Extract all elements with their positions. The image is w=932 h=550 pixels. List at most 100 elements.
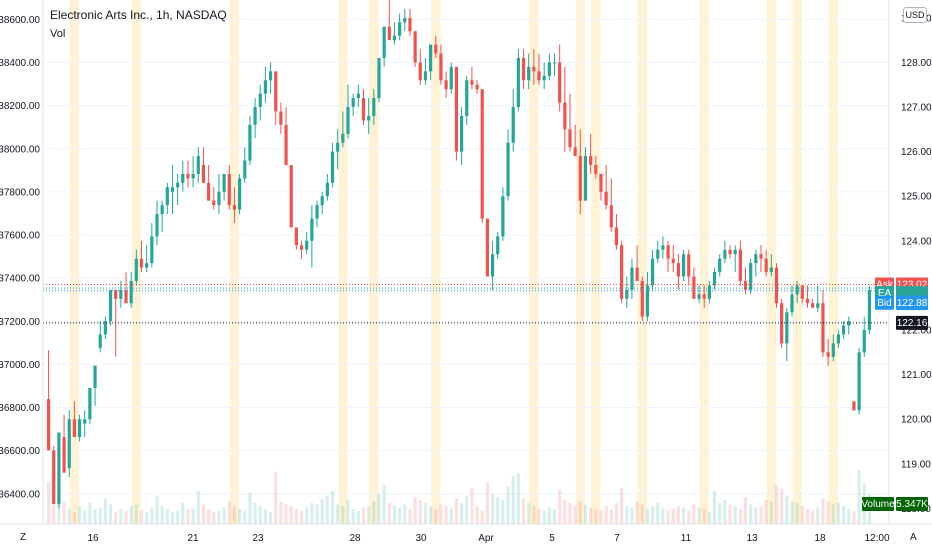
candle-body <box>67 419 71 469</box>
volume-bar <box>372 501 376 524</box>
volume-bar <box>470 488 474 524</box>
candle-body <box>398 22 402 36</box>
candle-body <box>263 80 268 94</box>
left-tick-label: 36400.00 <box>0 489 40 500</box>
candle-body <box>826 352 830 357</box>
volume-bar <box>367 506 371 524</box>
volume-bar <box>145 512 149 524</box>
candle-body <box>521 57 526 81</box>
candle-body <box>258 93 262 108</box>
volume-bar <box>527 503 531 524</box>
session-band <box>229 0 240 524</box>
candle-body <box>811 303 815 308</box>
volume-bar <box>67 509 71 524</box>
volume-bar <box>93 509 97 524</box>
right-price-axis: 129.00128.00127.00126.00125.00124.00122.… <box>901 13 932 515</box>
volume-bar <box>661 507 665 524</box>
candle-body <box>594 165 598 174</box>
session-band <box>591 0 601 524</box>
candle-body <box>449 66 453 90</box>
candle-body <box>52 450 56 504</box>
volume-bar <box>392 506 397 524</box>
candle-body <box>279 111 283 125</box>
volume-bar <box>769 501 773 524</box>
ask-value: 123.02 <box>897 280 928 291</box>
volume-bar <box>325 495 329 524</box>
volume-bar <box>811 510 815 524</box>
volume-bar <box>263 509 268 524</box>
candle-body <box>356 93 360 99</box>
volume-bar <box>578 501 582 524</box>
right-tick-label: 125.00 <box>901 192 932 203</box>
candle-body <box>83 419 87 424</box>
candle-body <box>738 249 742 281</box>
candle-body <box>77 419 82 438</box>
right-tick-label: 122.00 <box>901 326 932 337</box>
volume-bar <box>609 509 613 524</box>
candle-body <box>289 165 293 228</box>
candle-body <box>537 71 541 81</box>
candle-body <box>501 196 505 237</box>
candle-body <box>57 432 61 504</box>
volume-bar <box>676 506 681 524</box>
time-tick-label: 28 <box>349 533 361 544</box>
volume-bar <box>258 506 262 524</box>
candle-body <box>805 298 810 304</box>
volume-bar <box>320 498 324 524</box>
volume-bar <box>227 501 231 524</box>
candle-body <box>320 196 324 206</box>
candle-body <box>212 200 216 206</box>
volume-bar <box>620 488 624 524</box>
volume-bar <box>568 503 572 524</box>
time-tick-label: 30 <box>415 533 427 544</box>
candle-body <box>795 285 799 295</box>
candle-body <box>697 294 701 299</box>
candle-body <box>315 205 319 219</box>
volume-bar <box>408 509 412 524</box>
volume-bar <box>707 512 711 524</box>
volume-bar <box>77 506 82 524</box>
candle-body <box>330 151 335 183</box>
ask-label: Ask <box>876 280 894 291</box>
candle-body <box>769 267 773 273</box>
volume-indicator-label[interactable]: Vol <box>50 28 66 40</box>
candle-body <box>749 263 753 290</box>
volume-bar <box>119 509 123 524</box>
volume-bar <box>170 512 175 524</box>
time-tick-label: 16 <box>87 533 99 544</box>
volume-bar <box>165 509 169 524</box>
last-label: EA <box>878 288 892 299</box>
volume-bar <box>289 506 293 524</box>
volume-bar <box>650 506 655 524</box>
left-tick-label: 36800.00 <box>0 403 40 414</box>
volume-bar <box>831 504 835 524</box>
candle-body <box>630 267 634 290</box>
volume-bar <box>341 506 345 524</box>
volume-bar <box>795 503 799 524</box>
auto-scale-button[interactable]: A <box>910 532 917 543</box>
candle-body <box>434 44 438 54</box>
timezone-button[interactable]: Z <box>20 532 27 543</box>
session-band <box>529 0 539 524</box>
volume-bar <box>630 507 634 524</box>
session-band <box>828 0 838 524</box>
candle-body <box>676 263 681 277</box>
currency-button[interactable]: USD <box>903 7 927 23</box>
candle-body <box>635 267 639 281</box>
volume-bar <box>532 506 536 524</box>
candle-body <box>108 289 113 322</box>
volume-bar <box>589 507 593 524</box>
candle-body <box>248 124 252 161</box>
time-tick-label: 12:00 <box>864 533 889 544</box>
volume-bar <box>480 510 484 524</box>
time-axis: 16 21 23 28 30 Apr 5 7 11 13 18 12:00 <box>87 533 890 544</box>
candle-body <box>578 156 582 201</box>
volume-bar <box>774 485 779 524</box>
session-band <box>792 0 802 524</box>
volume-bar <box>103 498 107 524</box>
volume-bar <box>733 506 737 524</box>
volume-bar <box>413 497 417 524</box>
volume-bar <box>516 473 520 524</box>
candle-body <box>589 156 593 166</box>
